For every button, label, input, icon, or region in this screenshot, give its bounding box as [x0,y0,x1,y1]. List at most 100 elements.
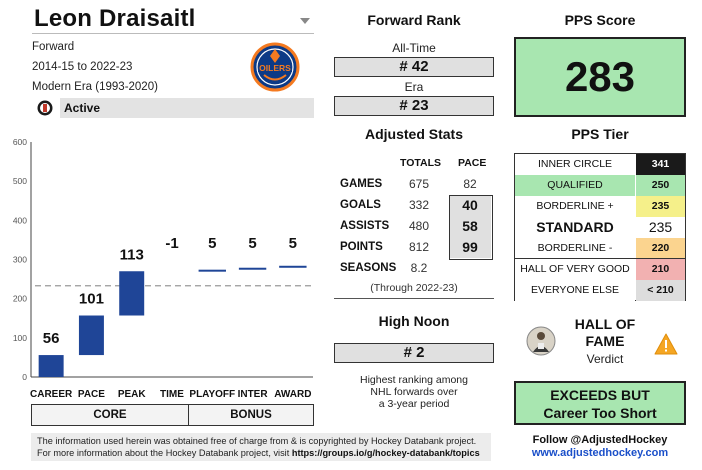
oilers-logo: OILERS [250,42,300,92]
website-link[interactable]: www.adjustedhockey.com [531,447,669,459]
era-label: Era [404,80,424,94]
y-tick-label: 500 [13,176,27,186]
pps-tier-table: INNER CIRCLE 341 QUALIFIED 250 BORDERLIN… [514,153,686,301]
stat-total: 812 [408,240,430,254]
x-category-label: PLAYOFF [189,389,235,400]
bonus-group-label: BONUS [188,404,314,426]
stat-label: ASSISTS [340,220,390,232]
hof-title-line: FAME [585,333,625,349]
y-tick-label: 600 [13,137,27,147]
chart-bar [38,355,64,377]
section-divider [334,298,494,299]
alltime-rank-value: # 42 [334,57,494,77]
stat-total: 480 [408,219,430,233]
verdict-result-box: EXCEEDS BUT Career Too Short [514,381,686,425]
stat-label: GAMES [340,178,383,190]
stat-label: POINTS [340,241,383,253]
tier-label: EVERYONE ELSE [515,280,635,301]
follow-link[interactable]: Follow @AdjustedHockey [532,434,668,446]
chart-bar [78,315,104,356]
stats-row-games: GAMES 675 82 [334,174,494,195]
stat-pace: 40 [449,195,491,216]
y-tick-label: 400 [13,215,27,225]
hockey-hall-of-fame-icon [37,100,53,116]
data-label: 56 [43,330,60,347]
tier-row-inner-circle: INNER CIRCLE 341 [515,154,685,175]
pps-component-chart: 0 100 200 300 400 500 600 56 CAREER 101 PACE 113 PEA… [0,130,320,402]
player-seasons: 2014-15 to 2022-23 [32,61,133,73]
player-select[interactable]: Leon Draisaitl [32,2,314,34]
through-season-note: (Through 2022-23) [370,282,458,294]
core-group-label: CORE [31,404,189,426]
y-tick-label: 300 [13,255,27,265]
tier-value: 235 [636,196,685,217]
tier-label: BORDERLINE + [515,196,635,217]
pps-score-value: 283 [514,37,686,117]
tier-label: BORDERLINE - [515,238,635,259]
high-noon-value: # 2 [334,343,494,363]
player-name: Leon Draisaitl [34,5,196,32]
high-noon-desc-line: a 3-year period [378,398,450,410]
stats-row-points: POINTS 812 99 [334,237,494,258]
footer-line-2: For more information about the Hockey Da… [37,447,485,459]
tier-value: 235 [636,217,685,238]
hof-verdict-title: HALL OF FAME [566,316,644,350]
era-rank-value: # 23 [334,96,494,116]
tier-row-qualified: QUALIFIED 250 [515,175,685,196]
stat-total: 675 [408,177,430,191]
warning-icon [654,333,678,355]
data-label: 101 [79,291,104,308]
stat-pace: 58 [449,216,491,237]
tier-row-borderline-plus: BORDERLINE + 235 [515,196,685,217]
tier-label: HALL OF VERY GOOD [515,259,635,280]
pps-score-title: PPS Score [564,12,636,28]
tier-value: 341 [636,154,685,175]
tier-row-everyone-else: EVERYONE ELSE < 210 [515,280,685,301]
hall-of-fame-photo [526,326,556,356]
verdict-line-2: Career Too Short [543,405,657,421]
tier-label: STANDARD [515,217,635,238]
player-info: Forward 2014-15 to 2022-23 Modern Era (1… [32,38,242,98]
waterfall-chart-svg: 0 100 200 300 400 500 600 56 CAREER 101 PACE 113 PEA… [13,137,313,400]
stats-row-goals: GOALS 332 40 [334,195,494,216]
player-era: Modern Era (1993-2020) [32,81,158,93]
hockey-databank-link[interactable]: https://groups.io/g/hockey-databank/topi… [291,448,480,458]
logo-text: OILERS [259,63,291,73]
pps-tier-title: PPS Tier [571,126,629,142]
totals-header: TOTALS [400,157,442,169]
pace-header: PACE [458,157,487,169]
chart-bar [119,271,145,316]
player-position: Forward [32,41,75,53]
high-noon-desc-line: NHL forwards over [370,386,458,398]
verdict-line-1: EXCEEDS BUT [550,387,650,403]
pace-highlight-box [449,195,493,260]
x-category-label: CAREER [30,389,73,400]
chevron-down-icon[interactable] [300,18,310,24]
data-label: 5 [208,235,216,252]
stats-row-assists: ASSISTS 480 58 [334,216,494,237]
chart-bar [279,265,307,268]
status-label: Active [60,98,314,118]
status-icon-cell [32,98,58,118]
data-source-note: The information used herein was obtained… [31,433,491,461]
status-bar: Active [32,98,314,118]
x-category-label: AWARD [274,389,311,400]
high-noon-title: High Noon [378,313,450,329]
tier-value: 210 [636,259,685,280]
tier-value: 250 [636,175,685,196]
tier-row-borderline-minus: BORDERLINE - 220 [515,238,685,259]
x-category-label: INTER [238,389,269,400]
footer-line-1: The information used herein was obtained… [37,436,477,446]
adjusted-stats-title: Adjusted Stats [364,126,463,142]
tier-label: INNER CIRCLE [515,154,635,175]
high-noon-desc-line: Highest ranking among [360,374,468,386]
y-tick-label: 200 [13,294,27,304]
tier-label: QUALIFIED [515,175,635,196]
footer-line-2-prefix: For more information about the Hockey Da… [37,448,292,458]
data-label: 113 [120,246,144,263]
hof-verdict-label: Verdict [586,352,624,366]
x-category-label: PEAK [118,389,147,400]
y-tick-label: 0 [22,372,27,382]
stats-row-seasons: SEASONS 8.2 [334,258,494,279]
tier-divider [515,258,685,259]
